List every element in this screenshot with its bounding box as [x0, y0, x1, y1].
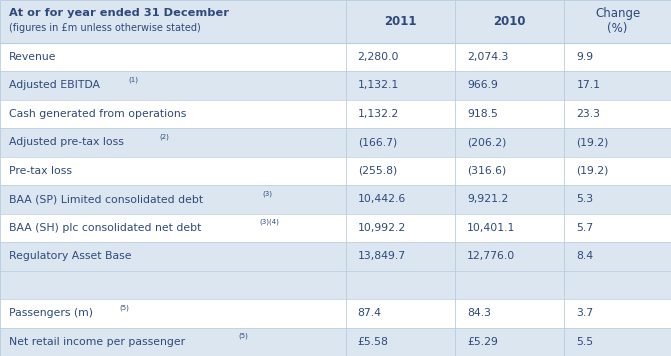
Text: 1,132.2: 1,132.2: [358, 109, 399, 119]
Text: 2010: 2010: [493, 15, 526, 28]
Bar: [0, 100, 671, 128]
Bar: [0, 242, 671, 271]
Bar: [0, 43, 671, 71]
Bar: [0, 157, 671, 185]
Bar: [0, 128, 671, 157]
Text: 5.3: 5.3: [576, 194, 594, 204]
Text: (5): (5): [120, 304, 130, 311]
Text: 2,074.3: 2,074.3: [467, 52, 509, 62]
Text: (19.2): (19.2): [576, 137, 609, 147]
Text: Revenue: Revenue: [9, 52, 56, 62]
Text: (166.7): (166.7): [358, 137, 397, 147]
Text: 3.7: 3.7: [576, 308, 594, 318]
Text: Cash generated from operations: Cash generated from operations: [9, 109, 186, 119]
Bar: [0, 214, 671, 242]
Text: 23.3: 23.3: [576, 109, 601, 119]
Text: BAA (SH) plc consolidated net debt: BAA (SH) plc consolidated net debt: [9, 223, 201, 233]
Text: 2011: 2011: [384, 15, 417, 28]
Text: Change
(%): Change (%): [595, 7, 640, 35]
Bar: [0, 185, 671, 214]
Text: 10,442.6: 10,442.6: [358, 194, 406, 204]
Text: 2,280.0: 2,280.0: [358, 52, 399, 62]
Bar: [0, 328, 671, 356]
Text: 966.9: 966.9: [467, 80, 498, 90]
Text: (316.6): (316.6): [467, 166, 506, 176]
Text: BAA (SP) Limited consolidated debt: BAA (SP) Limited consolidated debt: [9, 194, 203, 204]
Text: 1,132.1: 1,132.1: [358, 80, 399, 90]
Text: (2): (2): [160, 134, 170, 140]
Text: Net retail income per passenger: Net retail income per passenger: [9, 337, 185, 347]
Text: 10,401.1: 10,401.1: [467, 223, 515, 233]
Text: (3)(4): (3)(4): [260, 219, 280, 225]
Text: (5): (5): [239, 333, 248, 339]
Text: £5.58: £5.58: [358, 337, 389, 347]
Text: Adjusted EBITDA: Adjusted EBITDA: [9, 80, 100, 90]
Text: £5.29: £5.29: [467, 337, 498, 347]
Text: Regulatory Asset Base: Regulatory Asset Base: [9, 251, 132, 261]
Text: (figures in £m unless otherwise stated): (figures in £m unless otherwise stated): [9, 23, 201, 33]
Text: 9.9: 9.9: [576, 52, 594, 62]
Bar: [0, 71, 671, 100]
Text: 9,921.2: 9,921.2: [467, 194, 508, 204]
Text: Pre-tax loss: Pre-tax loss: [9, 166, 72, 176]
Bar: [0, 271, 346, 299]
Text: 5.5: 5.5: [576, 337, 594, 347]
Text: (206.2): (206.2): [467, 137, 507, 147]
Bar: [455, 271, 564, 299]
Text: 87.4: 87.4: [358, 308, 382, 318]
Text: 17.1: 17.1: [576, 80, 601, 90]
Bar: [0, 0, 671, 43]
Text: 13,849.7: 13,849.7: [358, 251, 406, 261]
Text: 8.4: 8.4: [576, 251, 594, 261]
Text: At or for year ended 31 December: At or for year ended 31 December: [9, 8, 229, 18]
Text: 918.5: 918.5: [467, 109, 498, 119]
Text: 12,776.0: 12,776.0: [467, 251, 515, 261]
Text: (255.8): (255.8): [358, 166, 397, 176]
Bar: [346, 271, 455, 299]
Text: 84.3: 84.3: [467, 308, 491, 318]
Text: 10,992.2: 10,992.2: [358, 223, 406, 233]
Text: Passengers (m): Passengers (m): [9, 308, 93, 318]
Text: Adjusted pre-tax loss: Adjusted pre-tax loss: [9, 137, 123, 147]
Text: (19.2): (19.2): [576, 166, 609, 176]
Bar: [0, 299, 671, 328]
Text: (1): (1): [129, 77, 139, 83]
Bar: [564, 271, 671, 299]
Text: 5.7: 5.7: [576, 223, 594, 233]
Text: (3): (3): [262, 190, 272, 197]
